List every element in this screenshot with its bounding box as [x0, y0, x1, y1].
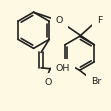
Text: Br: Br [91, 77, 101, 86]
Text: O: O [45, 78, 52, 87]
Text: OH: OH [56, 64, 70, 73]
Text: O: O [56, 16, 63, 25]
Text: F: F [97, 16, 102, 25]
